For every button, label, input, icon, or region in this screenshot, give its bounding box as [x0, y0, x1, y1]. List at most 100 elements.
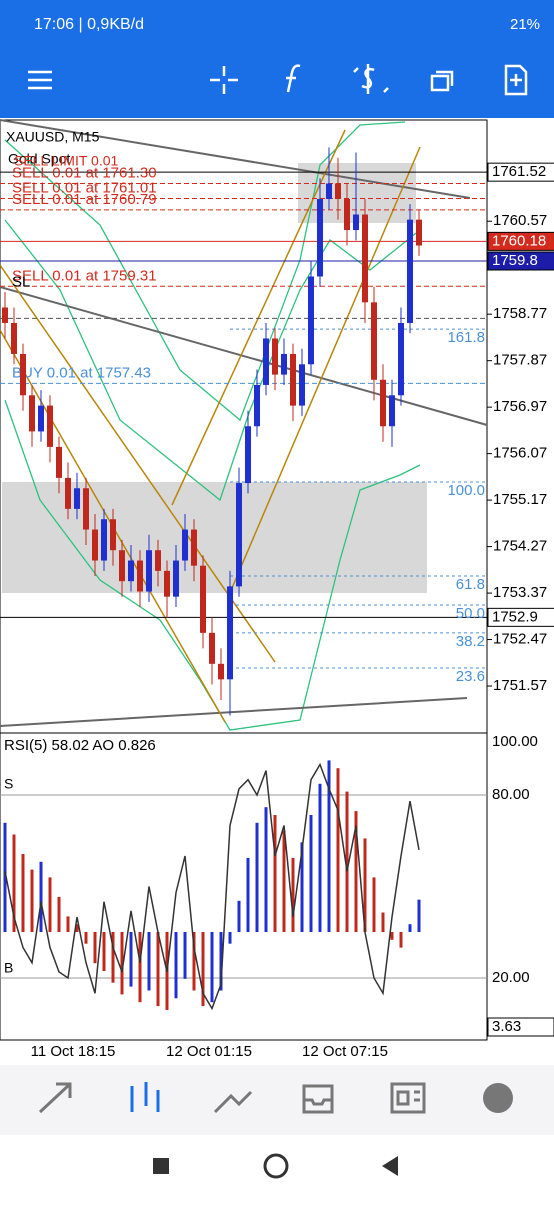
ao-bar	[210, 932, 214, 1003]
price-label: 1754.27	[493, 538, 547, 555]
candle-body	[290, 353, 296, 406]
candle-body	[308, 276, 314, 365]
candle-body	[146, 550, 152, 592]
ao-bar	[156, 932, 160, 1007]
fib-label: 100.0	[447, 482, 485, 499]
recents-button[interactable]	[153, 1158, 169, 1174]
candle-body	[47, 405, 53, 447]
order-label: SELL 0.01 at 1759.31	[12, 267, 157, 284]
candle-body	[155, 550, 161, 571]
price-box-label: 1759.8	[492, 252, 538, 269]
candle-body	[29, 395, 35, 432]
ao-bar	[282, 830, 286, 932]
ao-bar	[201, 932, 205, 1007]
trendline	[0, 286, 488, 426]
fib-label: 61.8	[456, 576, 485, 593]
candle-body	[110, 519, 116, 551]
candle-body	[344, 199, 350, 231]
ao-bar	[183, 932, 187, 979]
crosshair-icon[interactable]	[210, 66, 238, 94]
ao-bar	[291, 857, 295, 932]
candle-body	[299, 364, 305, 406]
candle-body	[164, 570, 170, 597]
indicators-icon[interactable]	[286, 64, 301, 93]
back-button[interactable]	[382, 1156, 398, 1176]
order-label: BUY 0.01 at 1757.43	[12, 364, 151, 381]
candle-body	[191, 529, 197, 566]
candle-body	[11, 322, 17, 354]
ao-bar	[21, 854, 25, 932]
candle-body	[56, 446, 62, 478]
home-button[interactable]	[263, 1153, 289, 1179]
history-tab[interactable]	[302, 1084, 334, 1114]
trade-icon[interactable]	[353, 64, 389, 94]
price-box	[487, 251, 554, 271]
channel-line	[231, 146, 421, 589]
menu-icon[interactable]	[28, 70, 52, 90]
trendline	[0, 119, 471, 199]
price-label: 1758.77	[493, 305, 547, 322]
indicator-header: RSI(5) 58.02 AO 0.826	[4, 737, 156, 754]
band-mid	[4, 219, 421, 502]
ao-bar	[57, 896, 61, 932]
ao-bar	[102, 932, 106, 971]
candle-body	[416, 219, 422, 246]
ao-bar	[3, 822, 7, 932]
symbol: XAUUSD, M15	[6, 129, 100, 145]
scale-label: 100.00	[492, 733, 538, 750]
ao-bar	[309, 815, 313, 932]
chart-tab[interactable]	[130, 1082, 160, 1112]
symbol-name: Gold Spot	[8, 151, 70, 167]
ao-bar	[174, 932, 178, 999]
trendline	[0, 697, 468, 727]
candle-body	[83, 488, 89, 530]
order-label: SELL 0.01 at 1761.30	[12, 164, 157, 181]
candle-body	[335, 183, 341, 200]
channel-line	[171, 129, 346, 506]
candle-body	[182, 529, 188, 561]
buy-zone-label: B	[4, 960, 13, 976]
ao-bar	[345, 791, 349, 932]
price-box	[487, 607, 554, 627]
ao-bar	[93, 932, 97, 964]
time-label: 12 Oct 01:15	[166, 1043, 252, 1060]
scale-label: 3.63	[492, 1018, 521, 1035]
quotes-tab[interactable]	[38, 1082, 72, 1114]
candle-body	[380, 379, 386, 427]
candle-body	[227, 586, 233, 680]
trade-tab[interactable]	[213, 1090, 253, 1114]
ao-bar	[390, 932, 394, 940]
candle-body	[74, 488, 80, 509]
windows-icon[interactable]	[430, 74, 450, 92]
sell-zone-label: S	[4, 776, 13, 792]
price-box-label: 1761.52	[492, 163, 546, 180]
order-label: SELL 0.01 at 1760.79	[12, 191, 157, 208]
candle-body	[236, 483, 242, 587]
ao-bar	[66, 916, 70, 932]
ao-bar	[300, 842, 304, 932]
price-box	[487, 231, 554, 251]
app-bar	[0, 0, 554, 118]
candle-body	[92, 529, 98, 561]
candle-body	[101, 519, 107, 561]
scale-label: 80.00	[492, 786, 530, 803]
messages-tab[interactable]	[483, 1083, 513, 1113]
time-label: 12 Oct 07:15	[302, 1043, 388, 1060]
price-box	[487, 162, 554, 182]
ao-bar	[372, 877, 376, 932]
sl-label: SL	[12, 273, 30, 290]
ao-bar	[147, 932, 151, 991]
new-order-icon[interactable]	[504, 64, 528, 96]
fib-label: 23.6	[456, 668, 485, 685]
news-tab[interactable]	[390, 1082, 426, 1114]
ao-bar	[84, 932, 88, 944]
band-upper	[4, 121, 406, 422]
price-box-label: 1752.9	[492, 608, 538, 625]
nav-icons	[38, 1082, 513, 1114]
ao-bar	[363, 838, 367, 932]
candle-body	[200, 565, 206, 633]
candle-body	[128, 560, 134, 582]
candle-body	[218, 663, 224, 680]
ao-bar	[75, 924, 79, 932]
status-time: 17:06 | 0,9KB/d	[34, 16, 144, 33]
